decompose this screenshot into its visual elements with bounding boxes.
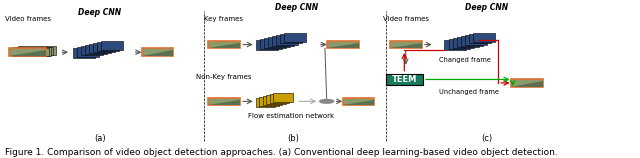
FancyBboxPatch shape <box>84 45 107 54</box>
FancyBboxPatch shape <box>390 41 422 48</box>
FancyBboxPatch shape <box>9 48 47 56</box>
FancyBboxPatch shape <box>208 98 240 105</box>
Text: Changed frame: Changed frame <box>439 57 491 63</box>
FancyBboxPatch shape <box>473 33 495 42</box>
Text: Deep CNN: Deep CNN <box>78 8 122 17</box>
FancyBboxPatch shape <box>272 36 294 46</box>
Text: Deep CNN: Deep CNN <box>275 3 317 12</box>
FancyBboxPatch shape <box>208 41 240 48</box>
FancyBboxPatch shape <box>468 34 491 43</box>
Polygon shape <box>141 50 173 56</box>
Text: (c): (c) <box>481 134 492 143</box>
Polygon shape <box>327 43 359 48</box>
FancyBboxPatch shape <box>461 36 483 46</box>
FancyBboxPatch shape <box>385 74 423 85</box>
FancyBboxPatch shape <box>465 35 486 45</box>
FancyBboxPatch shape <box>73 48 95 58</box>
FancyBboxPatch shape <box>255 98 275 107</box>
FancyBboxPatch shape <box>255 40 278 50</box>
FancyBboxPatch shape <box>280 34 302 43</box>
FancyBboxPatch shape <box>101 41 123 50</box>
FancyBboxPatch shape <box>89 44 111 53</box>
Text: (a): (a) <box>94 134 106 143</box>
FancyBboxPatch shape <box>444 40 467 50</box>
Polygon shape <box>208 43 240 48</box>
Text: Flow estimation network: Flow estimation network <box>248 113 335 119</box>
FancyBboxPatch shape <box>93 43 115 52</box>
Text: Video frames: Video frames <box>4 15 51 21</box>
FancyBboxPatch shape <box>81 46 102 55</box>
Polygon shape <box>390 43 422 48</box>
FancyBboxPatch shape <box>449 39 470 49</box>
FancyBboxPatch shape <box>16 47 53 55</box>
FancyBboxPatch shape <box>18 46 56 55</box>
FancyBboxPatch shape <box>141 48 173 56</box>
Polygon shape <box>342 100 374 105</box>
Polygon shape <box>9 50 47 56</box>
Text: Figure 1. Comparison of video object detection approaches. (a) Conventional deep: Figure 1. Comparison of video object det… <box>4 148 557 157</box>
FancyBboxPatch shape <box>452 38 474 48</box>
Text: Key frames: Key frames <box>204 15 243 21</box>
FancyBboxPatch shape <box>276 35 298 45</box>
FancyBboxPatch shape <box>511 79 543 87</box>
Text: TEEM: TEEM <box>392 75 417 84</box>
Polygon shape <box>208 100 240 105</box>
Polygon shape <box>511 81 543 87</box>
FancyBboxPatch shape <box>260 39 282 49</box>
FancyBboxPatch shape <box>77 47 99 57</box>
FancyBboxPatch shape <box>273 93 292 102</box>
FancyBboxPatch shape <box>262 96 282 105</box>
Text: Deep CNN: Deep CNN <box>465 3 508 12</box>
FancyBboxPatch shape <box>264 38 285 48</box>
FancyBboxPatch shape <box>269 94 289 103</box>
FancyBboxPatch shape <box>97 42 119 51</box>
FancyBboxPatch shape <box>327 41 359 48</box>
Text: Unchanged frame: Unchanged frame <box>439 89 499 95</box>
Text: Video frames: Video frames <box>383 15 429 21</box>
FancyBboxPatch shape <box>13 47 51 55</box>
FancyBboxPatch shape <box>284 33 306 42</box>
FancyBboxPatch shape <box>456 37 479 47</box>
FancyBboxPatch shape <box>268 37 290 47</box>
Text: (b): (b) <box>287 134 299 143</box>
Text: Non-Key frames: Non-Key frames <box>196 74 252 80</box>
FancyBboxPatch shape <box>11 48 49 56</box>
FancyBboxPatch shape <box>266 95 285 104</box>
FancyBboxPatch shape <box>259 97 279 106</box>
FancyBboxPatch shape <box>342 98 374 105</box>
Circle shape <box>320 100 333 103</box>
